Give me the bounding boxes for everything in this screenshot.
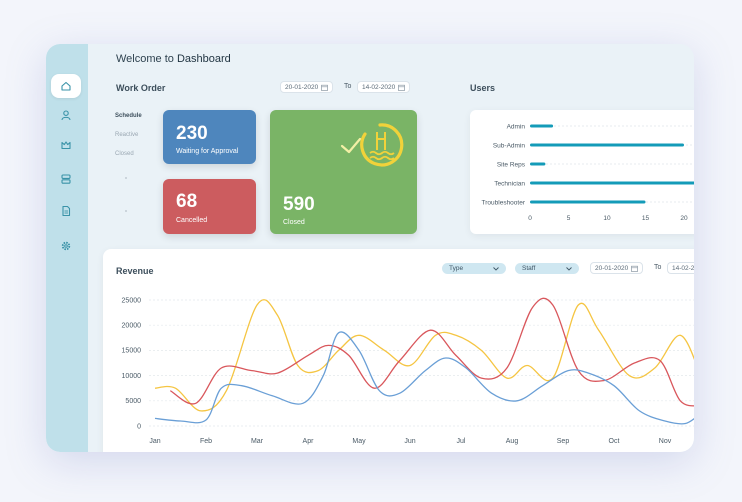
revenue-from-date[interactable]: 20-01-2020 — [590, 262, 644, 274]
work-order-to-label: To — [344, 83, 352, 90]
revenue-from-date-value: 20-01-2020 — [595, 264, 629, 272]
revenue-series-line-2 — [154, 331, 694, 425]
revenue-y-tick-label: 5000 — [125, 398, 141, 405]
users-bar — [530, 181, 694, 185]
cancelled-card[interactable]: 68 Cancelled — [163, 179, 256, 234]
type-select-value: Type — [449, 265, 464, 272]
users-tick-label: 20 — [680, 215, 688, 222]
revenue-series-line-1 — [169, 297, 694, 407]
crown-icon[interactable] — [51, 133, 81, 157]
chevron-down-icon — [493, 266, 499, 271]
users-category-label: Sub-Admin — [493, 142, 526, 149]
revenue-x-tick-label: Oct — [609, 438, 620, 445]
gear-icon[interactable] — [51, 234, 81, 258]
waiting-approval-count: 230 — [176, 123, 208, 144]
type-select[interactable]: Type — [442, 263, 506, 274]
revenue-x-tick-label: Jan — [149, 438, 160, 445]
users-bar — [530, 143, 684, 147]
tab-reactive[interactable]: Reactive — [115, 132, 139, 138]
revenue-panel: Revenue Type Staff 20-01-2020 To 14-02-2… — [103, 249, 694, 452]
work-order-from-date[interactable]: 20-01-2020 — [280, 81, 334, 93]
waiting-approval-card[interactable]: 230 Waiting for Approval — [163, 110, 256, 164]
staff-select-value: Staff — [522, 265, 536, 272]
revenue-x-tick-label: Apr — [303, 438, 315, 445]
tab-closed[interactable]: Closed — [115, 151, 134, 157]
users-tick-label: 0 — [528, 215, 532, 222]
work-order-to-date[interactable]: 14-02-2020 — [357, 81, 411, 93]
users-bar-chart: Admin Sub-Admin Site Reps Technician Trouble… — [482, 123, 694, 222]
cancelled-count: 68 — [176, 191, 198, 212]
chevron-down-icon — [566, 266, 572, 271]
divider-dot — [125, 210, 127, 212]
page-title: Welcome to Dashboard — [116, 53, 231, 65]
revenue-y-tick-label: 10000 — [122, 373, 142, 380]
users-title: Users — [470, 83, 496, 93]
work-order-title: Work Order — [116, 83, 166, 93]
user-icon[interactable] — [51, 103, 81, 127]
revenue-series-line-0 — [154, 299, 694, 412]
users-category-label: Site Reps — [497, 161, 526, 168]
users-category-label: Troubleshooter — [482, 199, 526, 206]
revenue-line-chart: 25000 20000 15000 10000 5000 0 Jan Feb Mar Apr May… — [122, 297, 694, 445]
users-bar — [530, 162, 546, 166]
users-tick-label: 10 — [603, 215, 611, 222]
closed-label: Closed — [283, 219, 305, 226]
users-panel: Admin Sub-Admin Site Reps Technician Trouble… — [470, 110, 694, 234]
revenue-x-tick-label: Mar — [251, 438, 264, 445]
revenue-y-tick-label: 15000 — [122, 348, 142, 355]
revenue-to-date-value: 14-02-2 — [672, 264, 694, 272]
closed-count: 590 — [283, 194, 315, 215]
revenue-y-tick-label: 0 — [137, 423, 141, 430]
work-order-from-date-value: 20-01-2020 — [285, 83, 319, 91]
users-tick-label: 5 — [567, 215, 571, 222]
revenue-x-tick-label: Feb — [200, 438, 212, 445]
users-bar — [530, 124, 554, 128]
revenue-x-tick-label: Jul — [457, 438, 466, 445]
revenue-x-tick-label: Nov — [659, 438, 672, 445]
welcome-prefix: Welcome to — [116, 53, 174, 65]
users-tick-label: 15 — [642, 215, 650, 222]
revenue-title: Revenue — [116, 266, 154, 276]
users-category-label: Admin — [507, 123, 526, 130]
divider-dot — [125, 177, 127, 179]
welcome-dashboard: Dashboard — [176, 53, 231, 65]
calendar-icon — [631, 265, 639, 272]
dashboard-window: Welcome to Dashboard Work Order 20-01-20… — [46, 44, 694, 452]
revenue-x-tick-label: Sep — [557, 438, 570, 445]
revenue-x-tick-label: May — [352, 438, 366, 445]
cancelled-label: Cancelled — [176, 217, 208, 224]
sidebar — [46, 44, 88, 452]
pool-icon — [340, 123, 404, 167]
calendar-icon — [321, 84, 329, 91]
tab-schedule[interactable]: Schedule — [115, 113, 142, 119]
revenue-to-label: To — [654, 264, 662, 271]
document-icon[interactable] — [51, 199, 81, 223]
revenue-y-tick-label: 25000 — [122, 297, 142, 304]
closed-card[interactable]: 590 Closed — [270, 110, 417, 234]
revenue-x-tick-label: Aug — [506, 438, 519, 445]
users-category-label: Technician — [494, 180, 525, 187]
revenue-y-tick-label: 20000 — [122, 323, 142, 330]
revenue-to-date[interactable]: 14-02-2 — [667, 262, 694, 274]
work-order-to-date-value: 14-02-2020 — [362, 83, 396, 91]
calendar-icon — [398, 84, 406, 91]
revenue-x-tick-label: Jun — [404, 438, 415, 445]
users-bar — [530, 200, 646, 204]
waiting-approval-label: Waiting for Approval — [176, 148, 239, 155]
server-icon[interactable] — [51, 167, 81, 191]
staff-select[interactable]: Staff — [515, 263, 579, 274]
home-icon[interactable] — [51, 74, 81, 98]
